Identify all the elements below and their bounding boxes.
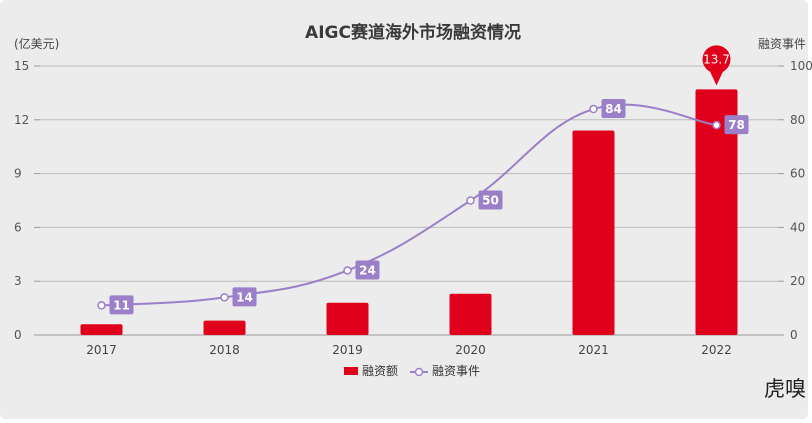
line-data-label: 84 [605,102,622,116]
line-data-label: 50 [482,194,499,208]
left-tick-label: 0 [14,328,22,342]
grid [34,65,784,336]
x-tick-label: 2020 [455,343,486,357]
bar [203,320,246,335]
line-label-box [601,99,626,119]
bar [326,302,369,335]
chart-title: AIGC赛道海外市场融资情况 [305,22,521,43]
line-point [343,266,352,275]
line-data-label: 14 [236,290,253,304]
legend: 融资额 融资事件 [344,364,480,378]
line-series-path [101,103,717,307]
line-label-box [724,115,749,135]
max-value-callout: 13.7 [702,45,731,86]
watermark-logo: 虎嗅 [764,377,806,401]
callout-pointer [709,70,724,86]
line-label-box [478,190,503,210]
right-tick-label: 40 [790,220,805,234]
right-tick-label: 0 [790,328,798,342]
left-tick-label: 3 [14,274,22,288]
callout-bubble [702,45,731,74]
x-tick-label: 2022 [701,343,732,357]
line-label-box [109,295,134,315]
right-axis-label: 融资事件 [758,37,806,51]
line-data-label: 78 [728,118,745,132]
line-point [97,301,106,310]
line-label-box [232,287,257,307]
line-point [712,120,721,130]
line-series-points [97,104,721,310]
x-tick-label: 2021 [578,343,609,357]
line-data-label: 11 [113,298,130,312]
legend-line-label: 融资事件 [432,364,480,378]
bar [80,324,123,335]
line-data-labels: 11 14 24 50 84 78 [109,99,749,315]
line-label-box [355,260,380,280]
left-axis-ticks: 0 3 6 9 12 15 [14,59,29,342]
bar [449,293,492,335]
line-data-label: 24 [359,263,376,277]
line-point [220,293,229,302]
left-tick-label: 6 [14,220,22,234]
legend-line-marker [414,367,424,377]
left-axis-label: (亿美元) [14,36,59,51]
line-point [466,196,475,205]
x-tick-label: 2018 [209,343,240,357]
legend-bar-swatch [344,367,358,375]
bar [695,89,738,336]
right-tick-label: 20 [790,274,805,288]
right-tick-label: 60 [790,167,805,181]
left-tick-label: 15 [14,59,29,73]
x-tick-label: 2017 [86,343,117,357]
right-axis-ticks: 0 20 40 60 80 100 [790,59,812,342]
right-tick-label: 80 [790,113,805,127]
line-point [589,104,598,114]
left-tick-label: 12 [14,113,29,127]
left-tick-label: 9 [14,167,22,181]
legend-bar-label: 融资额 [362,364,398,378]
callout-label: 13.7 [703,52,730,66]
x-tick-label: 2019 [332,343,363,357]
bar [572,130,615,335]
right-tick-label: 100 [790,59,812,73]
x-axis-ticks: 2017 2018 2019 2020 2021 2022 [86,343,732,357]
bar-series [80,89,738,336]
